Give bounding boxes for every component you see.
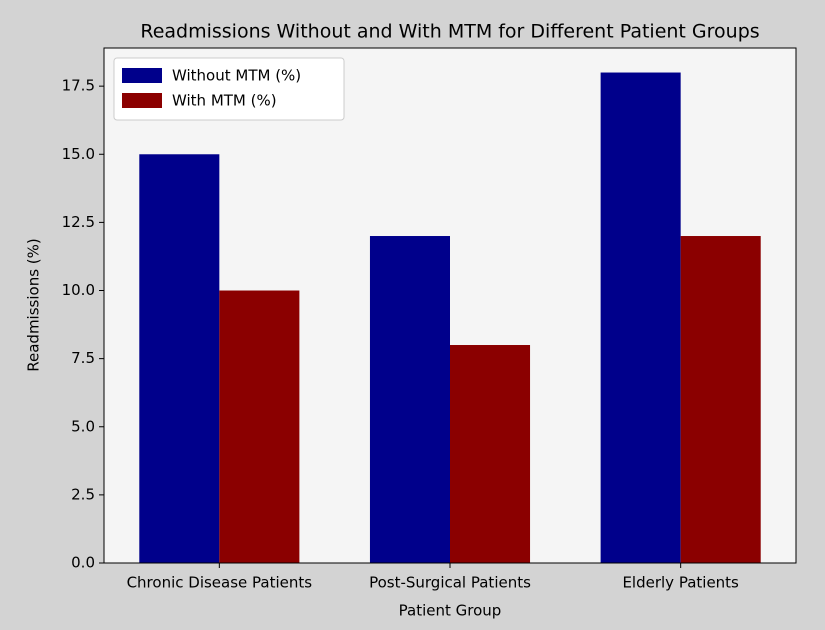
bar: [369, 236, 450, 563]
y-axis-label: Readmissions (%): [25, 238, 43, 372]
chart-title: Readmissions Without and With MTM for Di…: [140, 21, 759, 43]
x-tick-label: Chronic Disease Patients: [127, 574, 313, 592]
y-tick-label: 2.5: [71, 485, 95, 503]
y-tick-label: 15.0: [62, 145, 95, 163]
x-tick-label: Elderly Patients: [622, 574, 739, 592]
bar: [600, 72, 681, 564]
x-axis-label: Patient Group: [399, 602, 502, 620]
bar: [139, 154, 220, 563]
y-tick-label: 7.5: [71, 349, 95, 367]
legend-label: With MTM (%): [172, 92, 277, 110]
y-tick-label: 10.0: [62, 281, 95, 299]
legend-label: Without MTM (%): [172, 67, 301, 85]
plot-frame: [103, 47, 797, 564]
bar: [450, 345, 531, 563]
legend-swatch: [122, 68, 162, 83]
y-tick-label: 5.0: [71, 417, 95, 435]
legend-box: [113, 57, 345, 121]
bar: [680, 236, 761, 563]
legend-swatch: [122, 93, 162, 108]
y-tick-label: 17.5: [62, 77, 95, 95]
y-tick-label: 12.5: [62, 213, 95, 231]
y-tick-label: 0.0: [71, 554, 95, 572]
x-tick-label: Post-Surgical Patients: [369, 574, 531, 592]
bar: [219, 290, 300, 563]
